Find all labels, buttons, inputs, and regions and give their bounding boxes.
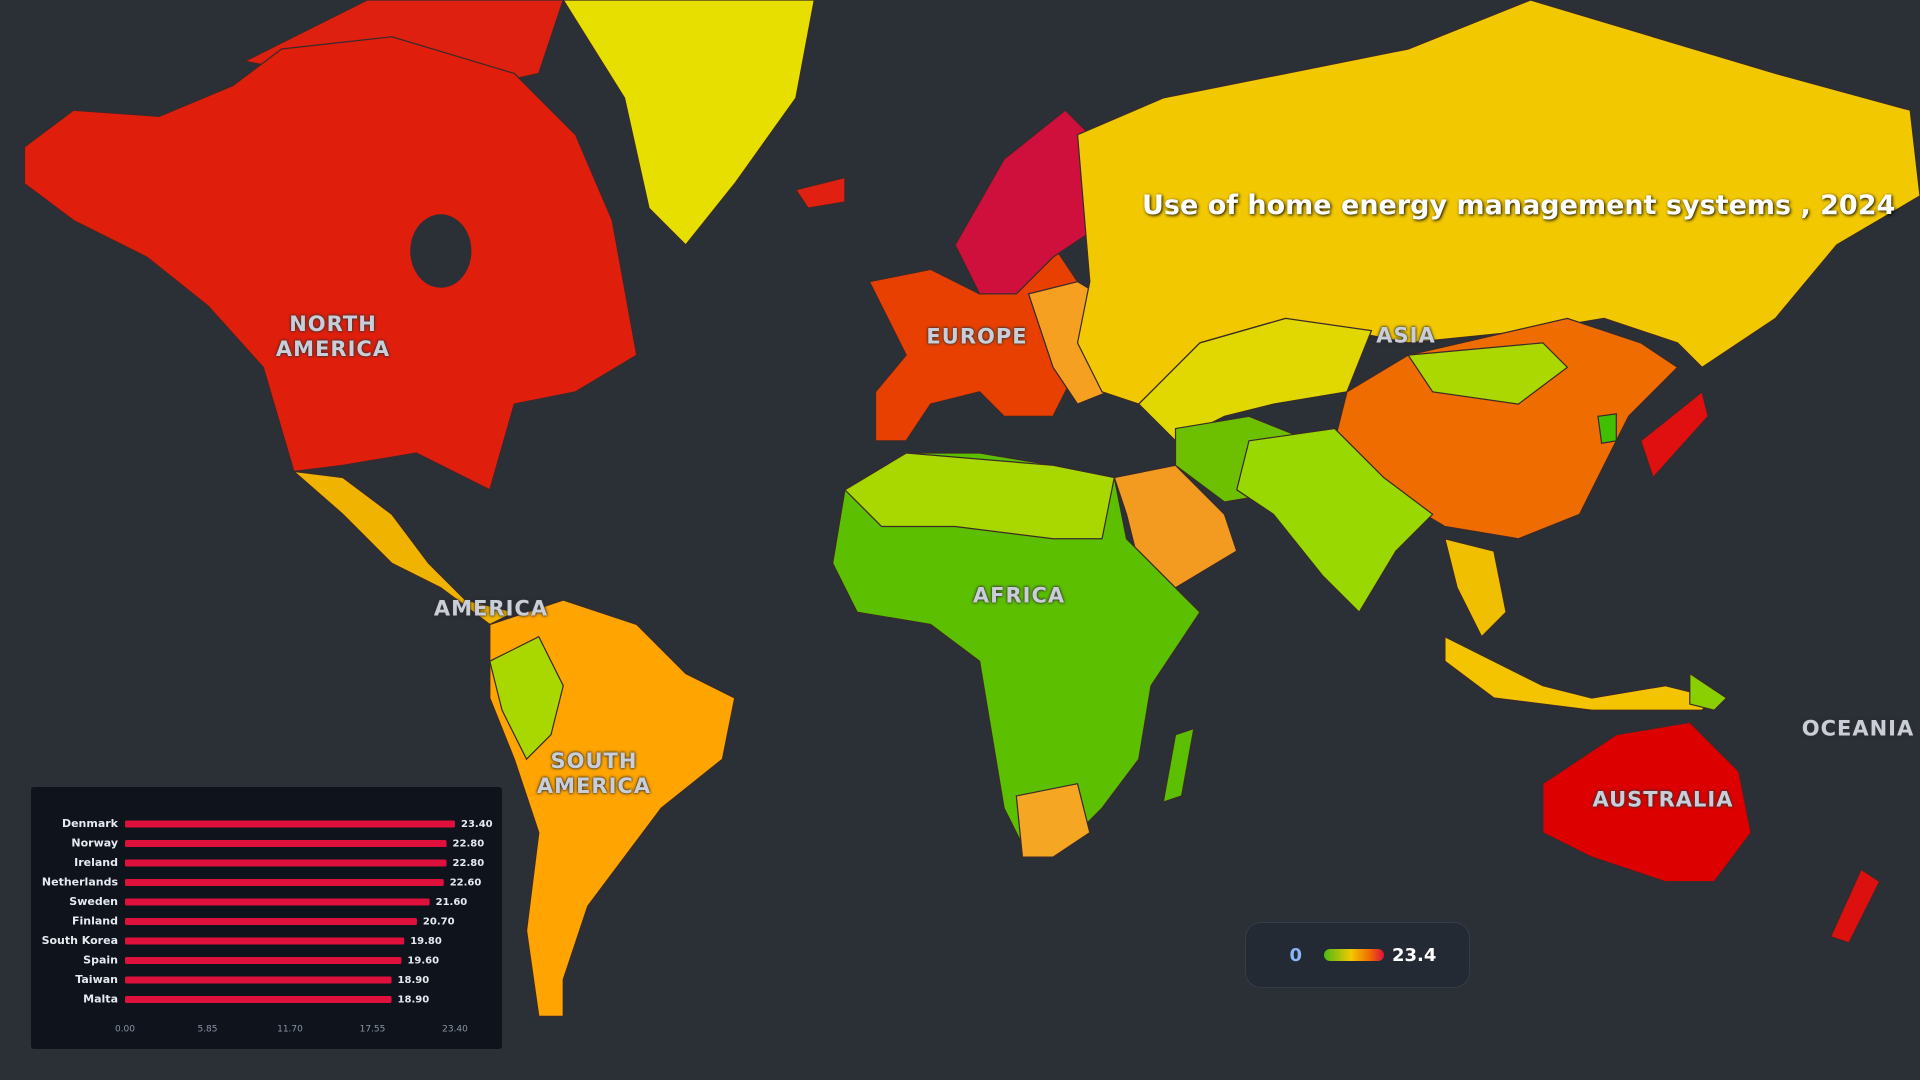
greenland: [562, 0, 815, 246]
madagascar: [1162, 727, 1195, 803]
scandinavia: [954, 109, 1091, 295]
value-label: 22.80: [453, 839, 485, 850]
value-label: 20.70: [423, 917, 455, 928]
value-label: 23.40: [461, 819, 493, 830]
value-label: 18.90: [398, 975, 430, 986]
iceland: [794, 176, 846, 209]
legend-scale: 0 23.4: [1289, 945, 1436, 966]
region-label: EUROPE: [926, 324, 1028, 349]
japan: [1640, 390, 1709, 479]
bar: [125, 840, 447, 847]
southern-africa: [1015, 782, 1091, 858]
north-america: [23, 36, 638, 491]
australia: [1542, 721, 1752, 883]
value-label: 18.90: [398, 995, 430, 1006]
x-tick-label: 11.70: [277, 1025, 303, 1035]
mongolia: [1407, 342, 1569, 405]
bar: [125, 996, 392, 1003]
legend-gradient: [1324, 949, 1384, 961]
category-label: Ireland: [74, 856, 118, 869]
category-label: Denmark: [62, 817, 119, 830]
indonesia: [1444, 635, 1716, 711]
new-guinea: [1689, 672, 1728, 711]
legend-max: 23.4: [1392, 945, 1436, 966]
region-label: AMERICA: [433, 596, 549, 621]
hudson-bay: [410, 214, 472, 288]
category-label: Malta: [83, 993, 118, 1006]
category-label: Finland: [72, 915, 118, 928]
russia: [1076, 0, 1920, 405]
category-label: Sweden: [69, 895, 118, 908]
bar: [125, 957, 402, 964]
korea: [1597, 413, 1617, 444]
region-label: NORTH AMERICA: [275, 312, 391, 361]
india: [1236, 427, 1434, 614]
x-tick-label: 0.00: [115, 1025, 135, 1035]
bar: [125, 976, 392, 984]
value-label: 19.60: [407, 956, 439, 967]
bar: [125, 937, 405, 945]
value-label: 22.60: [450, 878, 482, 889]
bar: [125, 859, 447, 867]
region-label: SOUTH AMERICA: [536, 749, 652, 798]
central-america: [291, 470, 517, 626]
category-label: Spain: [83, 954, 118, 967]
value-label: 19.80: [410, 936, 442, 947]
category-label: Netherlands: [42, 876, 119, 889]
category-label: Norway: [71, 837, 118, 850]
bar: [125, 820, 455, 828]
region-label: ASIA: [1376, 323, 1436, 348]
x-tick-label: 23.40: [442, 1025, 468, 1035]
value-label: 21.60: [436, 897, 468, 908]
bar: [125, 918, 417, 925]
value-label: 22.80: [453, 858, 485, 869]
region-label: OCEANIA: [1801, 716, 1915, 741]
bar: [125, 879, 444, 886]
andes: [489, 635, 564, 761]
new-zealand: [1829, 868, 1881, 944]
region-label: AFRICA: [972, 583, 1066, 608]
north-africa: [843, 452, 1116, 540]
bar: [125, 898, 430, 906]
map-title: Use of home energy management systems , …: [1142, 190, 1896, 221]
bar-chart-inset: 0.00 5.85 11.70 17.55 23.40 Denmark 23.40 Norwa…: [31, 787, 502, 1049]
color-legend: 0 23.4: [1245, 922, 1470, 988]
x-tick-label: 5.85: [197, 1025, 217, 1035]
legend-min: 0: [1289, 945, 1302, 966]
category-label: Taiwan: [75, 973, 118, 986]
region-label: AUSTRALIA: [1592, 787, 1734, 812]
southeast-asia: [1444, 537, 1507, 638]
category-label: South Korea: [42, 934, 118, 947]
x-tick-label: 17.55: [360, 1025, 386, 1035]
